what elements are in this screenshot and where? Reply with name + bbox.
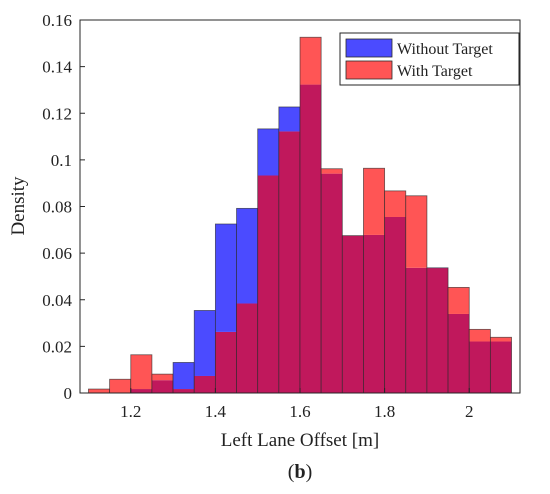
y-tick-label: 0.08 [42,198,72,217]
y-tick-label: 0.14 [42,58,72,77]
histogram-bin-with-target [405,195,427,268]
histogram-bin-with-target [448,287,470,314]
legend: Without Target With Target [339,32,520,86]
histogram-bin-overlap [490,341,512,393]
y-tick-label: 0.02 [42,337,72,356]
x-axis-label: Left Lane Offset [m] [221,430,379,451]
histogram-bin-with-target [300,37,322,85]
histogram-bin-with-target [469,329,491,342]
x-tick-label: 1.4 [205,402,227,421]
histogram-bin-with-target [321,168,343,174]
histogram-bin-with-target [130,354,152,390]
histogram-bin-overlap [342,235,364,393]
histogram-bin-overlap [321,173,343,393]
histogram-bin-with-target [109,379,131,393]
y-tick-label: 0.16 [42,11,72,30]
histogram-bin-overlap [278,131,300,393]
legend-label: Without Target [397,41,493,58]
histogram-bin-overlap [215,331,237,393]
histogram-bin-with-target [151,374,174,381]
histogram-bin-without-target [194,310,216,376]
histogram-bin-overlap [426,268,449,393]
histogram-bin-without-target [278,106,300,132]
caption-open: ( [288,461,295,483]
x-tick-label: 1.8 [374,402,395,421]
y-tick-label: 0.1 [51,151,72,170]
y-tick-label: 0 [64,384,73,403]
y-tick-label: 0.06 [42,244,72,263]
histogram-bin-without-target [215,223,237,332]
histogram-bin-with-target [363,168,385,235]
ticks-layer: 1.2 1.4 1.6 1.8 2 0 0.02 0.04 0.06 0.08 0.1 0.12 0.1… [42,11,473,421]
caption-close: ) [306,461,313,483]
histogram-bin-overlap [194,375,216,393]
figure-caption: (b) [288,461,312,483]
histogram-bin-overlap [363,234,385,393]
histogram-bin-overlap [257,175,279,393]
histogram-bin-without-target [257,128,279,176]
histogram-bin-overlap [384,216,406,393]
bars-layer [88,36,512,394]
x-tick-label: 1.6 [289,402,310,421]
y-tick-label: 0.12 [42,104,72,123]
y-tick-label: 0.04 [42,291,72,310]
x-tick-label: 2 [465,402,474,421]
histogram-bin-overlap [130,389,152,393]
legend-swatch [345,60,393,80]
histogram-bin-with-target [384,190,406,217]
histogram-bin-overlap [300,84,322,393]
histogram-bin-overlap [236,303,258,393]
x-tick-label: 1.2 [120,402,141,421]
histogram-bin-overlap [405,267,427,393]
histogram-bin-overlap [469,341,491,393]
legend-swatch [345,38,393,58]
histogram-bin-with-target [490,337,512,342]
legend-label: With Target [397,63,473,80]
histogram-bin-overlap [173,389,195,393]
y-axis-label: Density [8,176,29,236]
histogram-bin-overlap [448,313,470,393]
caption-letter: b [294,461,305,483]
histogram-bin-with-target [88,389,110,393]
histogram-bin-without-target [173,362,195,390]
histogram-bin-without-target [236,208,258,304]
histogram-bin-overlap [151,380,174,393]
